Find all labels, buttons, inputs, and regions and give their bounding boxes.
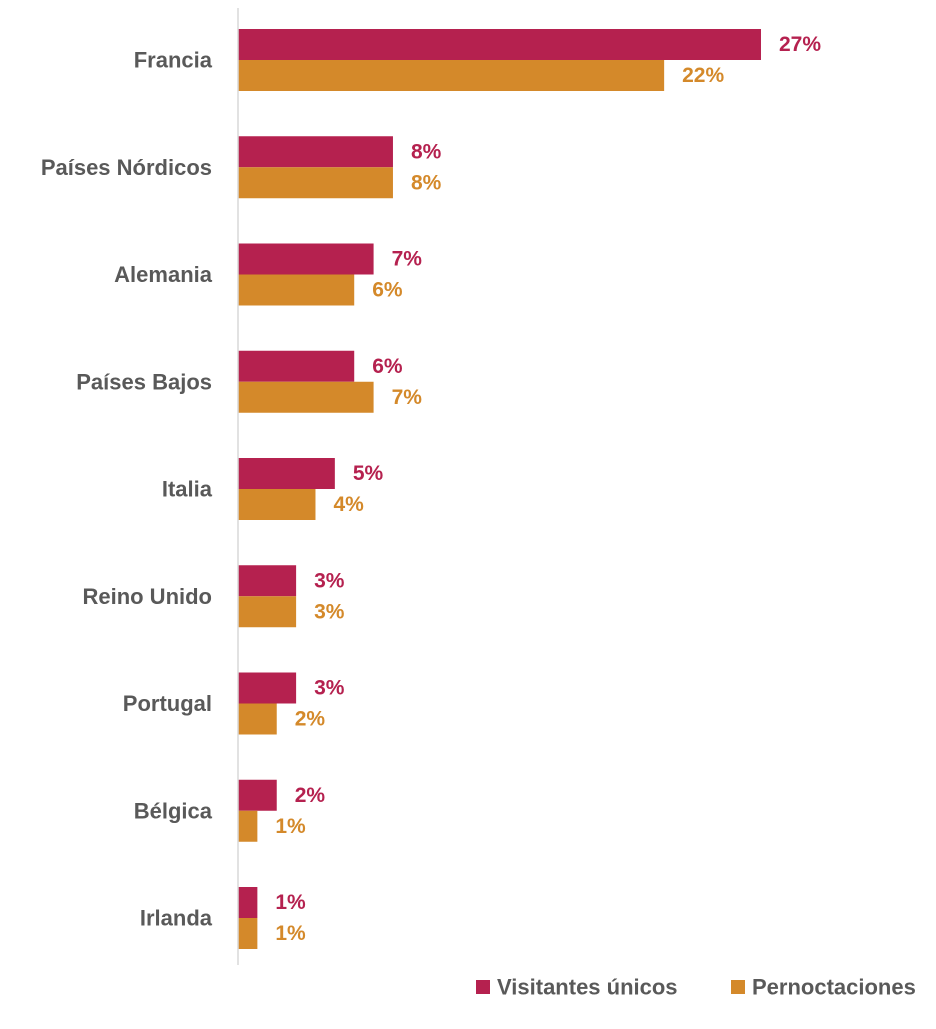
value-label-pernoctaciones: 8%	[411, 171, 442, 194]
bars-group	[238, 29, 761, 949]
value-label-pernoctaciones: 4%	[333, 493, 364, 516]
legend-label-visitantes: Visitantes únicos	[497, 975, 678, 1000]
value-label-pernoctaciones: 2%	[295, 708, 326, 731]
value-labels: 27% 22% 8% 8% 7% 6% 6% 7% 5% 4% 3% 3% 3% 2% 2% 1% 1% 1%	[275, 33, 821, 945]
category-labels: Francia Países Nórdicos Alemania Países Baj…	[41, 48, 213, 931]
bar-visitantes	[238, 136, 393, 168]
value-label-visitantes: 7%	[392, 248, 423, 271]
value-label-pernoctaciones: 6%	[372, 279, 403, 302]
bar-pernoctaciones	[238, 274, 355, 306]
bar-pernoctaciones	[238, 381, 374, 413]
category-label: Países Nórdicos	[41, 155, 212, 180]
value-label-visitantes: 1%	[275, 891, 306, 914]
category-label: Italia	[162, 477, 213, 502]
category-label: Bélgica	[134, 798, 213, 823]
bar-pernoctaciones	[238, 489, 316, 520]
value-label-pernoctaciones: 1%	[275, 815, 306, 838]
category-label: Francia	[134, 48, 213, 73]
value-label-pernoctaciones: 7%	[392, 386, 423, 409]
bar-visitantes	[238, 565, 297, 597]
bar-pernoctaciones	[238, 918, 258, 949]
value-label-pernoctaciones: 1%	[275, 922, 306, 945]
legend-label-pernoctaciones: Pernoctaciones	[752, 975, 916, 1000]
bar-pernoctaciones	[238, 167, 393, 199]
category-label: Portugal	[123, 691, 212, 716]
category-label: Irlanda	[140, 906, 213, 931]
bar-visitantes	[238, 672, 297, 704]
value-label-visitantes: 5%	[353, 462, 384, 485]
bar-pernoctaciones	[238, 703, 277, 735]
legend-swatch-visitantes	[476, 980, 490, 994]
value-label-pernoctaciones: 3%	[314, 600, 345, 623]
bar-visitantes	[238, 350, 355, 382]
bar-pernoctaciones	[238, 60, 665, 91]
legend: Visitantes únicos Pernoctaciones	[476, 975, 916, 1000]
bar-visitantes	[238, 887, 258, 918]
value-label-visitantes: 3%	[314, 677, 345, 700]
bar-pernoctaciones	[238, 810, 258, 842]
category-label: Reino Unido	[82, 584, 212, 609]
value-label-visitantes: 3%	[314, 569, 345, 592]
bar-pernoctaciones	[238, 596, 297, 628]
value-label-visitantes: 6%	[372, 355, 403, 378]
legend-swatch-pernoctaciones	[731, 980, 745, 994]
bar-visitantes	[238, 458, 335, 489]
category-label: Alemania	[114, 262, 213, 287]
category-label: Países Bajos	[76, 369, 212, 394]
bar-visitantes	[238, 243, 374, 275]
value-label-pernoctaciones: 22%	[682, 64, 724, 87]
value-label-visitantes: 27%	[779, 33, 821, 56]
value-label-visitantes: 8%	[411, 140, 442, 163]
bar-visitantes	[238, 779, 277, 811]
bar-visitantes	[238, 29, 761, 60]
value-label-visitantes: 2%	[295, 784, 326, 807]
